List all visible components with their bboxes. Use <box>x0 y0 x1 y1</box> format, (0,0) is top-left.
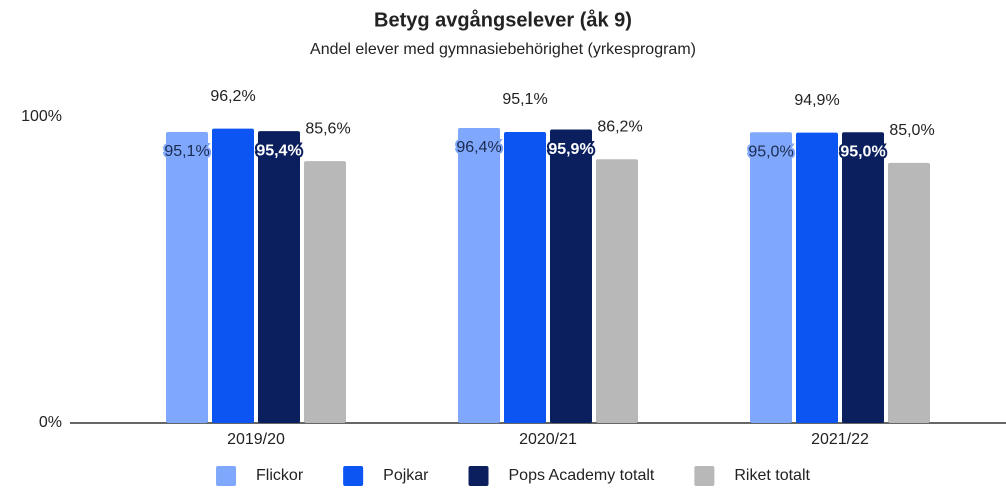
y-tick-label: 0% <box>39 414 62 431</box>
data-label: 85,6% <box>305 120 350 137</box>
bar <box>504 131 546 423</box>
data-label: 94,9% <box>794 92 839 109</box>
bar <box>304 161 346 423</box>
x-tick-label: 2019/20 <box>227 431 285 448</box>
legend-label: Riket totalt <box>734 467 810 484</box>
data-label: 95,0% <box>748 144 793 161</box>
bar <box>842 132 884 424</box>
data-label: 96,2% <box>210 88 255 105</box>
data-label: 96,4% <box>456 139 501 156</box>
bar <box>888 162 930 423</box>
legend-swatch <box>468 466 489 486</box>
legend-swatch <box>694 466 715 486</box>
legend-label: Flickor <box>256 467 304 484</box>
data-label: 95,4% <box>256 142 301 159</box>
chart-subtitle: Andel elever med gymnasiebehörighet (yrk… <box>310 41 696 58</box>
legend-label: Pojkar <box>383 467 429 484</box>
data-label: 86,2% <box>597 118 642 135</box>
bar <box>212 128 254 424</box>
bar <box>458 128 500 424</box>
data-label: 85,0% <box>889 122 934 139</box>
data-label: 95,1% <box>164 143 209 160</box>
data-label: 95,1% <box>502 91 547 108</box>
data-label: 95,0% <box>840 144 885 161</box>
x-tick-label: 2021/22 <box>811 431 869 448</box>
bar <box>750 132 792 424</box>
bar <box>258 131 300 424</box>
y-tick-label: 100% <box>21 108 62 125</box>
bar <box>166 131 208 423</box>
legend-swatch <box>343 466 364 486</box>
legend-swatch <box>216 466 237 486</box>
bar <box>550 129 592 423</box>
bar <box>596 159 638 423</box>
chart-title: Betyg avgångselever (åk 9) <box>374 8 632 31</box>
bar <box>796 132 838 423</box>
legend-label: Pops Academy totalt <box>509 467 655 484</box>
x-tick-label: 2020/21 <box>519 431 577 448</box>
data-label: 95,9% <box>548 141 593 158</box>
